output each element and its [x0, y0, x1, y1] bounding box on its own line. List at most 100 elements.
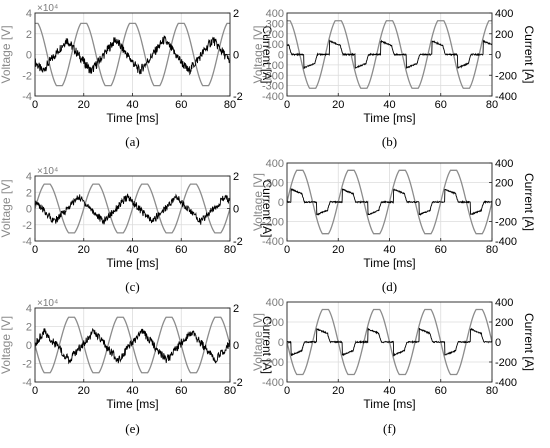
x-axis-label: Time [ms] — [106, 397, 158, 411]
y-left-tick-label: 200 — [266, 178, 284, 190]
x-tick-label: 80 — [486, 244, 498, 256]
chart-panel-b: 0 20 40 60 80-400-300-200-1000100200300400-4… — [251, 8, 536, 149]
x-tick-label: 60 — [175, 99, 187, 111]
y-left-tick-label: -300 — [262, 81, 284, 93]
x-tick-label: 20 — [78, 244, 90, 256]
x-tick-label: 0 — [32, 99, 38, 111]
y-right-tick-label: -400 — [495, 236, 517, 248]
y-left-axis-label: Voltage [V] — [0, 179, 13, 237]
chart-panel-e: 0 20 40 60 80 -4 -2 0 2 4 -2 0 2 ×10⁴ Time [ms] Voltage… — [0, 298, 274, 436]
y-left-tick-label: 0 — [278, 337, 284, 349]
series-voltage-line — [287, 20, 492, 89]
y-left-tick-label: 2 — [26, 187, 32, 199]
y-right-axis-label: Current [A] — [260, 25, 274, 83]
y-right-tick-label: 0 — [233, 50, 239, 62]
y-left-tick-label: 100 — [266, 39, 284, 51]
x-tick-label: 20 — [332, 99, 344, 111]
series-voltage-line — [34, 183, 231, 234]
x-axis-label: Time [ms] — [106, 111, 158, 125]
y-left-tick-label: 0 — [278, 197, 284, 209]
y-right-tick-label: 400 — [495, 158, 513, 170]
y-right-tick-label: 400 — [495, 8, 513, 20]
chart-panel-f: 0 20 40 60 80-400-2000200400-400-2000200400T… — [251, 297, 536, 436]
x-axis-label: Time [ms] — [363, 397, 415, 411]
x-tick-label: 20 — [332, 244, 344, 256]
y-right-tick-label: 400 — [495, 297, 513, 309]
y-right-tick-label: 0 — [495, 50, 501, 62]
y-left-tick-label: 0 — [26, 204, 32, 216]
chart-panel-d: 0 20 40 60 80-400-2000200400-400-2000200400T… — [251, 158, 536, 294]
chart-panel-a: 0 20 40 60 80 -4 -2 0 2 4 -2 0 2 ×10⁴ Time [ms] Voltage… — [0, 3, 274, 149]
y-left-tick-label: -200 — [262, 217, 284, 229]
y-left-axis-label: Voltage [V] — [251, 313, 265, 371]
y-right-axis-label: Current [A] — [260, 179, 274, 237]
y-right-tick-label: -400 — [495, 377, 517, 389]
y-left-tick-label: 400 — [266, 297, 284, 309]
x-tick-label: 40 — [126, 99, 138, 111]
y-left-tick-label: 4 — [26, 171, 32, 183]
y-left-tick-label: 4 — [26, 303, 32, 315]
series-current-line — [286, 187, 493, 216]
y-left-tick-label: 400 — [266, 158, 284, 170]
x-tick-label: 40 — [126, 244, 138, 256]
y-right-axis-label: Current [A] — [522, 173, 536, 231]
y-left-tick-label: 200 — [266, 317, 284, 329]
y-right-axis-label: Current [A] — [522, 313, 536, 371]
x-tick-label: 40 — [126, 385, 138, 397]
x-tick-label: 80 — [486, 99, 498, 111]
y-left-axis-label: Voltage [V] — [251, 25, 265, 83]
y-left-tick-label: -400 — [262, 236, 284, 248]
y-right-tick-label: 200 — [495, 29, 513, 41]
panel-caption: (c) — [125, 279, 139, 294]
panel-caption: (e) — [125, 421, 139, 436]
y-right-tick-label: 2 — [233, 171, 239, 183]
x-tick-label: 60 — [435, 385, 447, 397]
y-left-tick-label: -400 — [262, 91, 284, 103]
y-right-tick-label: 2 — [233, 8, 239, 20]
x-tick-label: 0 — [284, 244, 290, 256]
x-tick-label: 80 — [224, 385, 236, 397]
y-right-tick-label: -2 — [233, 236, 243, 248]
x-tick-label: 0 — [32, 244, 38, 256]
x-tick-label: 80 — [486, 385, 498, 397]
y-right-tick-label: 200 — [495, 317, 513, 329]
x-tick-label: 40 — [383, 99, 395, 111]
y-left-axis-label: Voltage [V] — [0, 316, 13, 374]
y-left-tick-label: -400 — [262, 377, 284, 389]
y-left-tick-label: -2 — [22, 220, 32, 232]
x-tick-label: 0 — [284, 385, 290, 397]
x-tick-label: 60 — [435, 99, 447, 111]
y-right-tick-label: 0 — [495, 337, 501, 349]
y-left-tick-label: 0 — [26, 50, 32, 62]
x-tick-label: 80 — [224, 99, 236, 111]
y-left-tick-label: 0 — [26, 340, 32, 352]
x-tick-label: 20 — [78, 385, 90, 397]
y-right-tick-label: -400 — [495, 91, 517, 103]
y-left-tick-label: -2 — [22, 70, 32, 82]
y-right-tick-label: 2 — [233, 303, 239, 315]
y-left-tick-label: 4 — [26, 8, 32, 20]
y-left-tick-label: 2 — [26, 322, 32, 334]
series-current-line — [34, 193, 231, 225]
y-right-tick-label: -2 — [233, 91, 243, 103]
y-left-tick-label: -4 — [22, 236, 32, 248]
y-left-axis-label: Voltage [V] — [0, 25, 13, 83]
x-axis-label: Time [ms] — [106, 256, 158, 270]
x-tick-label: 0 — [32, 385, 38, 397]
y-left-tick-label: 0 — [278, 50, 284, 62]
y-right-axis-label: Current [A] — [260, 316, 274, 374]
y-left-tick-label: 300 — [266, 18, 284, 30]
y-left-exponent: ×10⁴ — [37, 3, 58, 14]
y-right-tick-label: -200 — [495, 357, 517, 369]
x-tick-label: 80 — [224, 244, 236, 256]
series-current-line — [34, 35, 231, 76]
x-tick-label: 0 — [284, 99, 290, 111]
y-right-tick-label: 200 — [495, 178, 513, 190]
y-right-tick-label: 0 — [233, 340, 239, 352]
series-current-line — [286, 327, 493, 358]
x-tick-label: 40 — [383, 385, 395, 397]
x-tick-label: 60 — [435, 244, 447, 256]
y-left-tick-label: -200 — [262, 357, 284, 369]
